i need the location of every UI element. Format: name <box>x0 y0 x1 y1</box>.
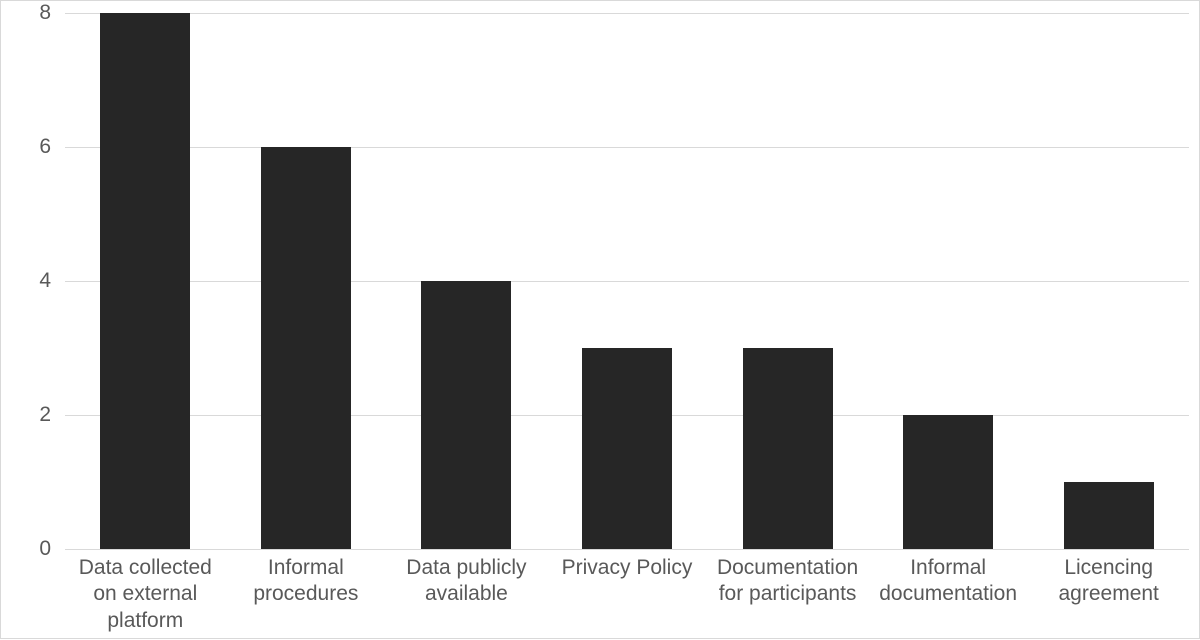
x-tick-label: Informal procedures <box>231 555 381 608</box>
bar <box>1064 482 1154 549</box>
y-tick-label: 8 <box>1 1 51 25</box>
y-tick-label: 6 <box>1 135 51 159</box>
bar <box>903 415 993 549</box>
x-tick-label: Licencing agreement <box>1034 555 1184 608</box>
bars <box>65 13 1189 549</box>
bar-chart: Data collected on external platformInfor… <box>0 0 1200 639</box>
y-tick-label: 4 <box>1 269 51 293</box>
x-tick-label: Informal documentation <box>873 555 1023 608</box>
bar <box>421 281 511 549</box>
x-tick-label: Privacy Policy <box>552 555 702 581</box>
gridline <box>65 549 1189 550</box>
x-tick-label: Data collected on external platform <box>70 555 220 634</box>
bar <box>582 348 672 549</box>
y-tick-label: 2 <box>1 403 51 427</box>
y-tick-label: 0 <box>1 537 51 561</box>
x-tick-label: Data publicly available <box>391 555 541 608</box>
plot-area <box>65 13 1189 549</box>
bar <box>100 13 190 549</box>
x-tick-label: Documentation for participants <box>713 555 863 608</box>
bar <box>743 348 833 549</box>
bar <box>261 147 351 549</box>
x-axis-labels: Data collected on external platformInfor… <box>65 555 1189 640</box>
